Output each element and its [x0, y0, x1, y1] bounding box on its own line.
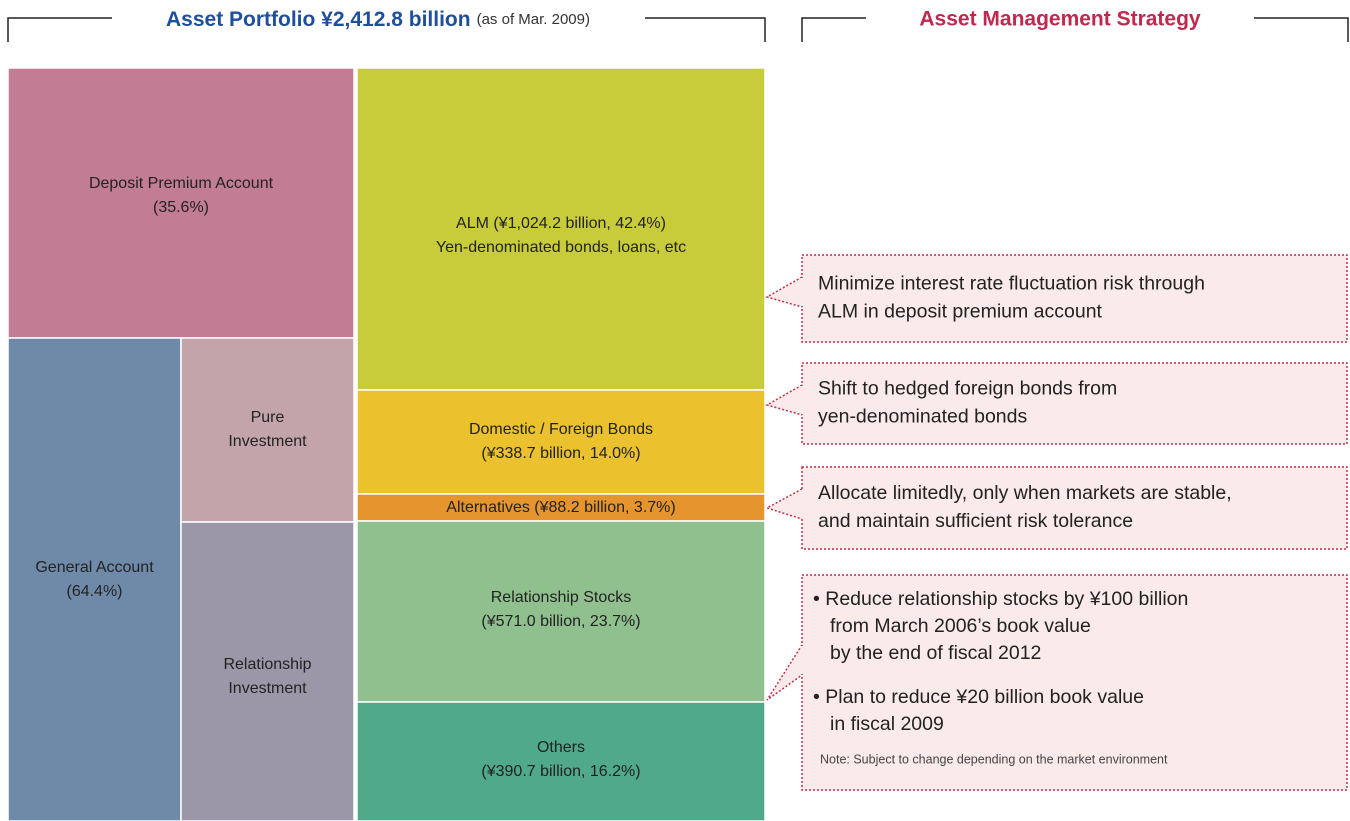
- block-label: General Account: [35, 559, 154, 576]
- block: [356, 493, 766, 522]
- callout-text: • Reduce relationship stocks by ¥100 bil…: [813, 588, 1188, 610]
- block: [356, 701, 766, 821]
- callout-box: [801, 574, 1348, 791]
- block-label: Deposit Premium Account: [89, 175, 274, 192]
- callout-box: [801, 254, 1348, 343]
- block-label: Domestic / Foreign Bonds: [469, 421, 653, 438]
- callout-pointer: [765, 384, 803, 416]
- bracket-left: [7, 17, 112, 42]
- block-label: (35.6%): [153, 199, 209, 216]
- callout-text: from March 2006’s book value: [830, 615, 1091, 637]
- block: [180, 521, 355, 821]
- block-label: (¥571.0 billion, 23.7%): [481, 613, 640, 630]
- bracket-right: [801, 17, 866, 42]
- block-label: Pure: [251, 409, 285, 426]
- block-label: Relationship: [223, 656, 311, 673]
- block-label: Relationship Stocks: [491, 589, 632, 606]
- block: [356, 389, 766, 495]
- callout-text: yen-denominated bonds: [818, 406, 1027, 428]
- callout-pointer: [765, 276, 803, 308]
- portfolio-date: (as of Mar. 2009): [477, 11, 590, 28]
- portfolio-header: Asset Portfolio ¥2,412.8 billion (as of M…: [166, 8, 590, 31]
- callout-text: Allocate limitedly, only when markets ar…: [818, 482, 1232, 504]
- callout-text: Minimize interest rate fluctuation risk …: [818, 273, 1205, 295]
- block: [7, 337, 182, 821]
- callout-text: by the end of fiscal 2012: [830, 642, 1041, 664]
- block-label: Investment: [228, 680, 307, 697]
- bracket-left-end: [645, 17, 766, 42]
- strategy-title: Asset Management Strategy: [919, 8, 1201, 31]
- block-label: (¥338.7 billion, 14.0%): [481, 445, 640, 462]
- block: [356, 520, 766, 703]
- block: [7, 67, 355, 339]
- callout-text: • Plan to reduce ¥20 billion book value: [813, 686, 1144, 708]
- callout-note: Note: Subject to change depending on the…: [820, 752, 1168, 766]
- callout-text: Shift to hedged foreign bonds from: [818, 378, 1117, 400]
- block: [356, 67, 766, 391]
- callout-box: [801, 362, 1348, 445]
- callout-text: in fiscal 2009: [830, 713, 944, 735]
- block-label: Yen-denominated bonds, loans, etc: [436, 239, 686, 256]
- block-label: ALM (¥1,024.2 billion, 42.4%): [456, 215, 666, 232]
- callout-box: [801, 466, 1348, 550]
- portfolio-title: Asset Portfolio ¥2,412.8 billion: [166, 8, 471, 31]
- callout-pointer: [765, 488, 803, 520]
- block-label: Investment: [228, 433, 307, 450]
- block-label: (¥390.7 billion, 16.2%): [481, 763, 640, 780]
- callout-pointer: [766, 644, 803, 701]
- callout-text: ALM in deposit premium account: [818, 301, 1103, 323]
- block: [180, 337, 355, 523]
- callout-text: and maintain sufficient risk tolerance: [818, 510, 1133, 532]
- block-label: Alternatives (¥88.2 billion, 3.7%): [446, 499, 675, 516]
- bracket-right-end: [1254, 17, 1349, 42]
- block-label: (64.4%): [66, 583, 122, 600]
- block-label: Others: [537, 739, 585, 756]
- brackets: [7, 17, 1349, 42]
